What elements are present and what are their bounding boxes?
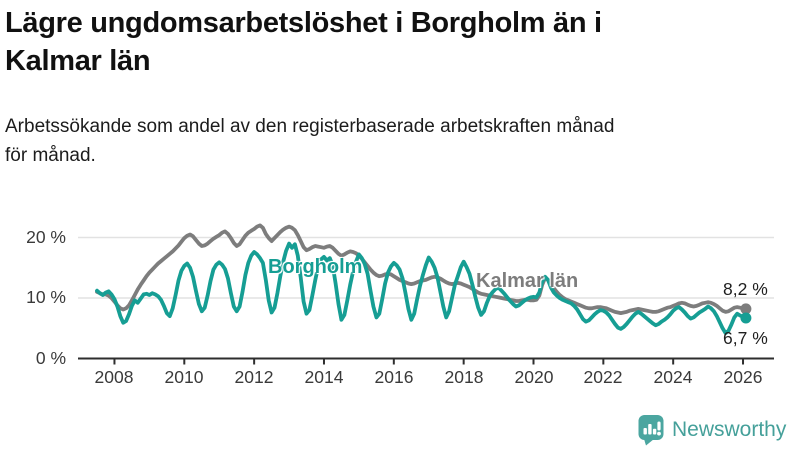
bar-chart-speech-bubble-icon (638, 415, 664, 446)
chart-subtitle: Arbetssökande som andel av den registerb… (5, 112, 614, 170)
end-dot-borgholm (740, 312, 752, 324)
brand-wordmark: Newsworthy (672, 417, 787, 441)
x-axis-label-2016: 2016 (374, 367, 414, 387)
x-axis-label-2014: 2014 (304, 367, 344, 387)
line-kalmar-lan (95, 223, 748, 315)
line-borgholm (95, 241, 748, 335)
title-line-2: Kalmar län (5, 45, 151, 77)
x-axis-label-2026: 2026 (723, 367, 763, 387)
subtitle-line-1: Arbetssökande som andel av den registerb… (5, 116, 615, 137)
subtitle-line-2: för månad. (5, 145, 96, 166)
y-axis-label-10: 10 % (26, 287, 66, 307)
end-value-label-kalmar-lan: 8,2 % (723, 279, 768, 299)
x-axis-label-2024: 2024 (653, 367, 693, 387)
end-dot-kalmar-lan (740, 303, 752, 315)
newsworthy-attribution: Newsworthy (637, 413, 786, 446)
end-value-label-borgholm: 6,7 % (723, 328, 768, 348)
x-axis-label-2010: 2010 (164, 367, 204, 387)
series-label-kalmar-lan: Kalmar län (476, 270, 579, 292)
series-label-borgholm: Borgholm (268, 256, 363, 278)
y-axis-label-0: 0 % (35, 348, 66, 368)
x-axis-label-2018: 2018 (444, 367, 484, 387)
x-axis-label-2020: 2020 (514, 367, 554, 387)
x-axis-label-2012: 2012 (234, 367, 274, 387)
x-axis-label-2008: 2008 (94, 367, 134, 387)
page-title: Lägre ungdomsarbetslöshet i Borgholm än … (5, 4, 602, 80)
y-axis-label-20: 20 % (26, 227, 66, 247)
title-line-1: Lägre ungdomsarbetslöshet i Borgholm än … (5, 7, 602, 39)
x-axis-label-2022: 2022 (583, 367, 623, 387)
